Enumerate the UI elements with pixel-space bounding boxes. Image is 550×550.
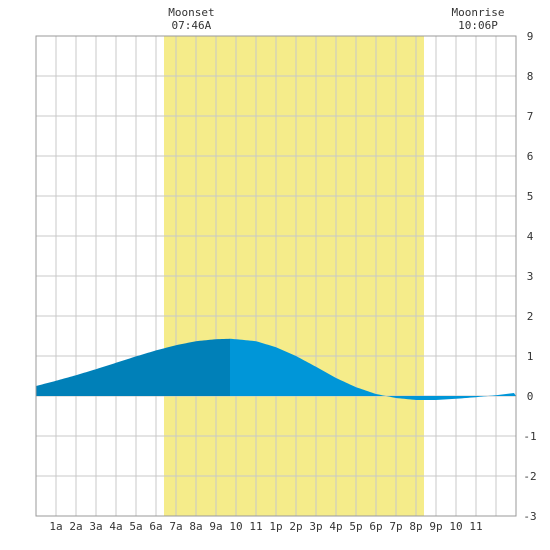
x-tick-label: 9a bbox=[209, 520, 222, 533]
x-tick-label: 5p bbox=[349, 520, 362, 533]
x-tick-label: 10 bbox=[229, 520, 242, 533]
y-tick-label: 7 bbox=[527, 110, 534, 123]
y-tick-label: -1 bbox=[523, 430, 536, 443]
x-tick-label: 6a bbox=[149, 520, 162, 533]
x-tick-label: 1a bbox=[49, 520, 62, 533]
x-tick-label: 3a bbox=[89, 520, 102, 533]
y-tick-label: 2 bbox=[527, 310, 534, 323]
y-tick-label: 6 bbox=[527, 150, 534, 163]
x-tick-label: 6p bbox=[369, 520, 382, 533]
y-tick-label: -3 bbox=[523, 510, 536, 523]
x-tick-label: 7a bbox=[169, 520, 182, 533]
y-tick-label: 4 bbox=[527, 230, 534, 243]
x-tick-label: 5a bbox=[129, 520, 142, 533]
y-tick-label: 0 bbox=[527, 390, 534, 403]
y-tick-label: 3 bbox=[527, 270, 534, 283]
tide-area-falling bbox=[230, 338, 516, 400]
x-tick-label: 10 bbox=[449, 520, 462, 533]
tide-area-rising bbox=[36, 338, 230, 396]
x-tick-label: 4p bbox=[329, 520, 342, 533]
y-tick-label: -2 bbox=[523, 470, 536, 483]
annotation-time: 07:46A bbox=[172, 19, 212, 32]
x-tick-label: 8p bbox=[409, 520, 422, 533]
x-tick-label: 8a bbox=[189, 520, 202, 533]
x-tick-label: 3p bbox=[309, 520, 322, 533]
x-tick-label: 11 bbox=[469, 520, 482, 533]
x-tick-label: 4a bbox=[109, 520, 122, 533]
plot-border bbox=[35, 35, 517, 517]
annotation-time: 10:06P bbox=[458, 19, 498, 32]
y-tick-label: 9 bbox=[527, 30, 534, 43]
x-tick-label: 9p bbox=[429, 520, 442, 533]
x-tick-label: 1p bbox=[269, 520, 282, 533]
x-tick-label: 11 bbox=[249, 520, 262, 533]
x-tick-label: 2a bbox=[69, 520, 82, 533]
y-tick-label: 5 bbox=[527, 190, 534, 203]
y-tick-label: 8 bbox=[527, 70, 534, 83]
x-tick-label: 2p bbox=[289, 520, 302, 533]
y-tick-label: 1 bbox=[527, 350, 534, 363]
x-tick-label: 7p bbox=[389, 520, 402, 533]
annotation-name: Moonset bbox=[168, 6, 214, 19]
annotation-name: Moonrise bbox=[452, 6, 505, 19]
